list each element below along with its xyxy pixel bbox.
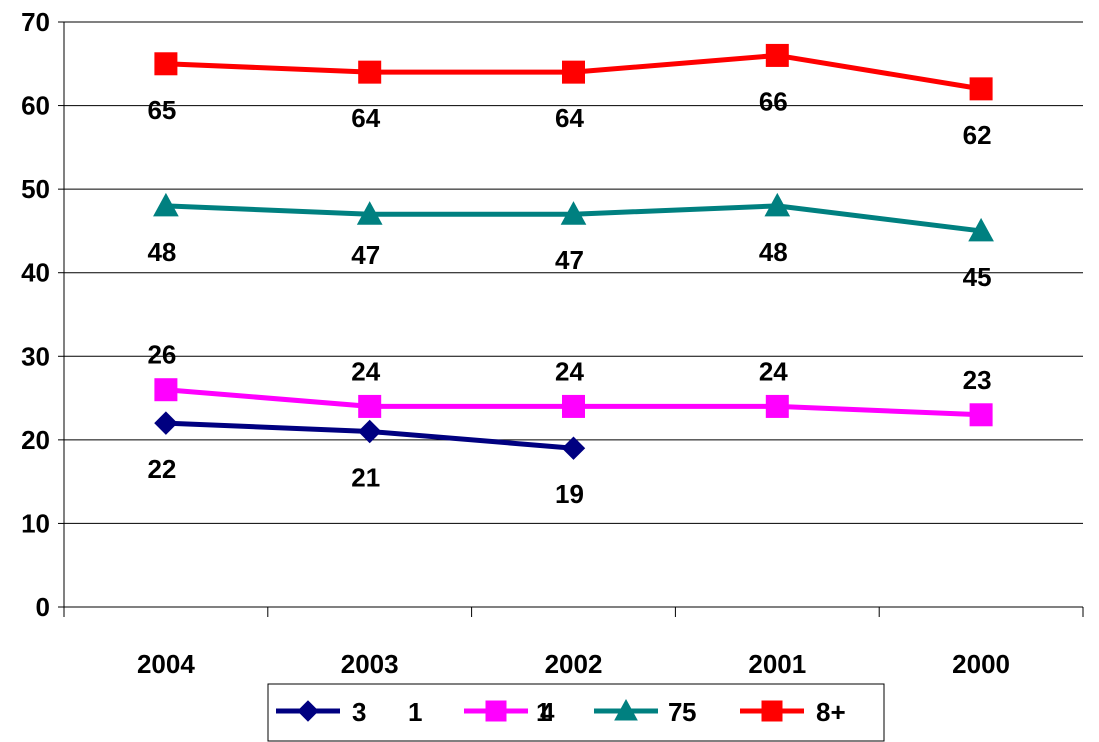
y-tick-label: 0 [36,592,50,622]
triangle-marker [153,192,179,217]
square-marker [765,43,789,67]
x-tick-label: 2002 [545,649,603,679]
data-label: 24 [555,356,584,386]
data-label: 64 [555,103,584,133]
legend-label: 8+ [816,697,846,727]
data-label: 48 [759,237,788,267]
y-tick-label: 40 [21,258,50,288]
series-group [153,43,994,460]
x-axis-ticks: 2004 2003 2002 2001 2000 [63,607,1084,679]
data-label: 26 [147,340,176,370]
y-tick-label: 50 [21,174,50,204]
data-label: 23 [963,365,992,395]
legend-label: 4 [540,697,555,727]
data-label: 21 [351,463,380,493]
square-marker [485,700,507,722]
square-marker [154,52,178,76]
square-marker [969,77,993,101]
x-tick-label: 2004 [137,649,195,679]
legend-label-prefix: 1 [536,697,550,727]
legend-label-prefix: 1 [408,697,422,727]
data-label: 45 [963,262,992,292]
x-tick-label: 2003 [341,649,399,679]
square-marker [358,394,382,418]
square-marker [154,378,178,402]
data-label: 65 [147,95,176,125]
data-label: 24 [759,356,788,386]
legend-label-prefix: 5 [682,697,696,727]
triangle-marker [764,192,791,217]
y-tick-label: 70 [21,7,50,37]
data-labels: 22 21 19 26 24 24 24 23 48 47 47 48 45 65 64 64 66 62 [147,86,991,509]
data-label: 62 [963,120,992,150]
square-marker [562,60,585,84]
data-label: 22 [147,454,176,484]
data-label: 19 [555,479,584,509]
y-axis-ticks: 0 10 20 30 40 50 60 70 [21,7,64,622]
diamond-marker [154,411,178,435]
triangle-marker [356,201,383,225]
y-tick-label: 20 [21,425,50,455]
data-label: 47 [555,245,584,275]
diamond-marker [561,436,586,460]
legend-label: 7 [668,697,682,727]
diamond-marker [297,700,319,722]
data-label: 48 [147,237,176,267]
triangle-marker [968,217,994,242]
data-label: 64 [351,103,380,133]
diamond-marker [357,419,382,444]
square-marker [358,60,382,84]
legend-label: 3 [352,697,366,727]
data-label: 66 [759,86,788,116]
data-label: 47 [351,240,380,270]
y-tick-label: 60 [21,91,50,121]
y-tick-label: 10 [21,508,50,538]
square-marker [761,700,783,722]
legend: 3 41 71 8+5 [267,683,885,742]
triangle-marker [560,201,587,225]
gridlines [64,21,1083,524]
square-marker [562,394,585,418]
x-tick-label: 2001 [748,649,806,679]
data-label: 24 [351,356,380,386]
axes [63,22,1083,608]
square-marker [765,394,789,418]
y-tick-label: 30 [21,341,50,371]
x-tick-label: 2000 [952,649,1010,679]
square-marker [969,403,993,427]
triangle-marker [614,698,638,721]
